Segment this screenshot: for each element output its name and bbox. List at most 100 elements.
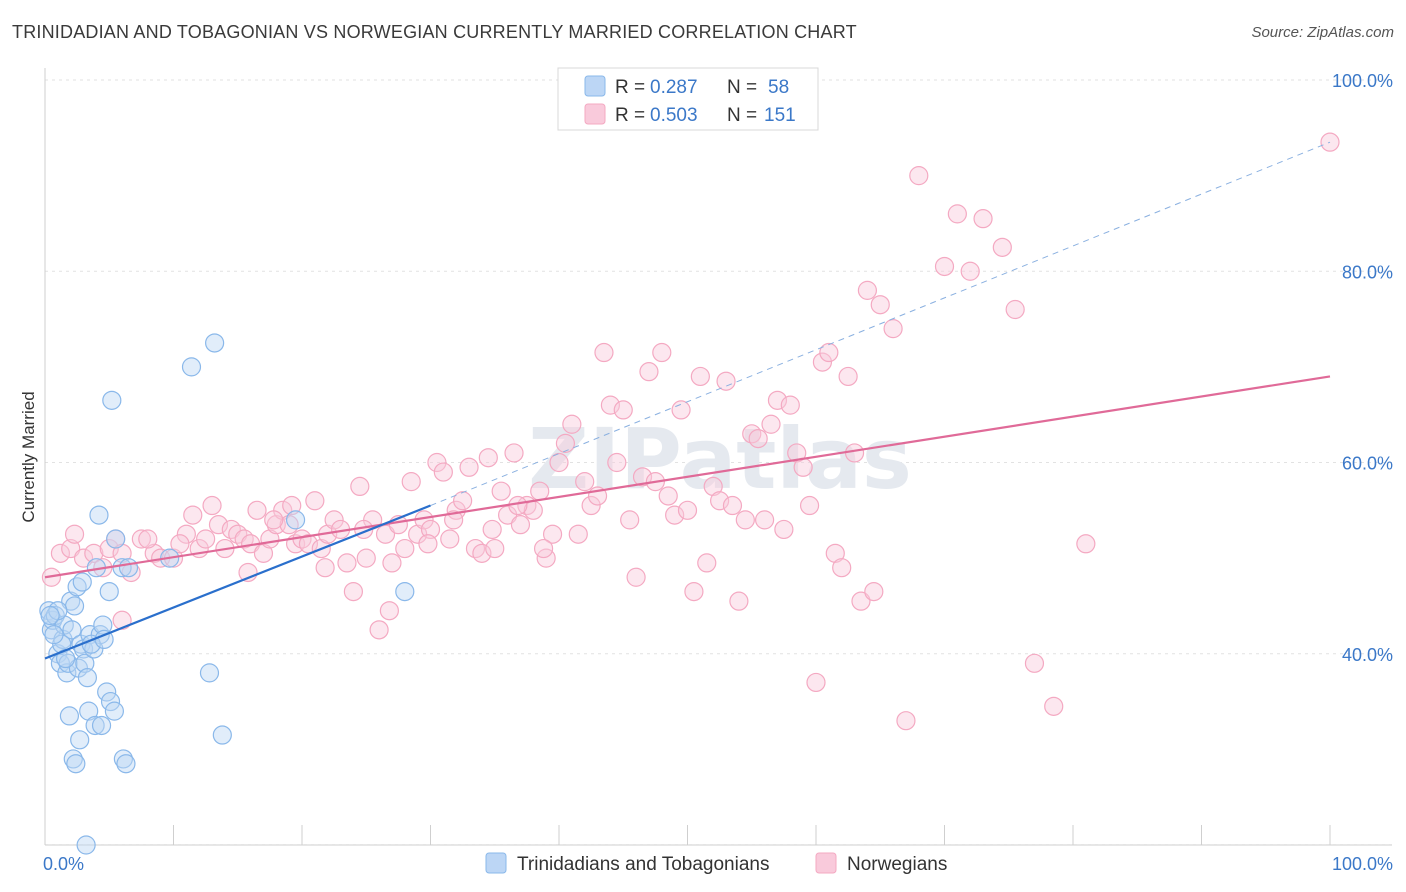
- norwegian-point-90: [658, 486, 678, 506]
- norwegian-point-72: [542, 524, 563, 544]
- norwegian-point-91: [665, 505, 685, 525]
- norwegian-point-118: [838, 366, 858, 387]
- norwegian-point-122: [864, 581, 884, 602]
- y-tick-label-3: 100.0%: [1332, 71, 1393, 91]
- norwegian-point-38: [324, 510, 344, 530]
- norwegian-point-50: [401, 472, 421, 492]
- trinidadian-point-26: [102, 390, 122, 410]
- norwegian-point-92: [671, 400, 691, 420]
- norwegian-point-86: [632, 467, 653, 487]
- trinidadian-point-11: [62, 620, 82, 640]
- norwegian-point-58: [453, 491, 473, 511]
- trinidadians-points: [39, 333, 415, 855]
- norwegian-point-73: [549, 452, 569, 473]
- norwegian-point-95: [690, 366, 710, 387]
- blue-trend-line: [44, 504, 431, 660]
- trinidadian-point-51: [76, 835, 96, 855]
- norwegian-point-42: [350, 476, 370, 497]
- norwegian-point-77: [575, 472, 595, 492]
- norwegian-point-105: [754, 510, 775, 530]
- trinidadian-point-52: [44, 625, 64, 645]
- norwegian-point-47: [382, 553, 402, 573]
- norwegian-point-111: [793, 457, 813, 477]
- legend-r-label-1: R =: [615, 77, 645, 98]
- y-tick-label-1: 60.0%: [1342, 454, 1393, 474]
- trinidadian-point-43: [116, 754, 136, 774]
- norwegian-point-53: [420, 519, 441, 540]
- trinidadian-point-22: [89, 505, 109, 525]
- norwegian-point-82: [607, 452, 627, 473]
- norwegian-point-109: [780, 395, 800, 415]
- norwegian-point-104: [748, 428, 768, 449]
- norwegian-point-11: [131, 529, 151, 549]
- norwegian-point-65: [498, 505, 518, 525]
- norwegian-point-137: [112, 610, 132, 630]
- legend-blue-swatch: [584, 75, 606, 97]
- legend-bottom-label-2: Norwegians: [847, 854, 947, 875]
- trinidadian-point-47: [205, 333, 225, 353]
- norwegian-point-130: [973, 209, 993, 229]
- norwegian-point-54: [427, 452, 447, 473]
- norwegian-point-46: [375, 524, 396, 544]
- norwegian-point-83: [613, 400, 633, 420]
- trinidadian-point-17: [75, 653, 95, 673]
- legend-series: Trinidadians and Tobagonians Norwegians: [485, 852, 947, 875]
- legend-bottom-blue-swatch: [485, 852, 507, 874]
- norwegian-point-116: [825, 543, 845, 563]
- norwegian-point-124: [883, 319, 903, 339]
- norwegian-point-56: [440, 529, 460, 549]
- legend-n-value-1: 58: [768, 77, 789, 98]
- norwegians-points: [41, 132, 1340, 731]
- norwegian-point-66: [504, 443, 524, 463]
- trinidadian-point-40: [100, 691, 121, 712]
- norwegian-point-40: [337, 553, 357, 573]
- norwegian-point-34: [298, 534, 319, 554]
- legend-r-label-2: R =: [615, 105, 645, 126]
- norwegian-point-15: [176, 524, 196, 544]
- trinidadian-point-48: [212, 725, 232, 745]
- norwegian-point-100: [722, 495, 743, 516]
- trinidadian-point-32: [59, 706, 80, 726]
- norwegian-point-97: [703, 476, 723, 497]
- legend-n-label-2: N =: [727, 105, 757, 126]
- norwegian-point-135: [1076, 534, 1096, 554]
- norwegian-point-98: [710, 491, 730, 511]
- norwegian-point-146: [418, 534, 438, 554]
- norwegian-point-4: [73, 548, 94, 568]
- norwegian-point-84: [620, 510, 640, 530]
- norwegian-point-117: [832, 558, 852, 578]
- norwegian-point-121: [857, 280, 878, 300]
- norwegian-point-1: [50, 543, 71, 563]
- norwegian-point-149: [508, 495, 528, 516]
- norwegian-point-9: [112, 543, 132, 563]
- trinidadian-point-36: [79, 701, 99, 721]
- norwegian-point-75: [562, 414, 582, 434]
- norwegian-point-89: [652, 342, 672, 363]
- norwegian-point-139: [170, 534, 190, 554]
- norwegian-point-96: [697, 553, 717, 573]
- norwegian-point-138: [138, 529, 158, 549]
- norwegian-point-27: [253, 543, 274, 563]
- blue-trend-extension: [430, 141, 1331, 506]
- trinidadian-point-8: [57, 663, 77, 683]
- y-tick-label-0: 40.0%: [1342, 645, 1393, 665]
- trinidadian-point-29: [118, 558, 139, 578]
- norwegian-point-63: [485, 538, 505, 559]
- norwegian-point-129: [960, 261, 980, 281]
- norwegian-point-120: [851, 591, 871, 611]
- tick-labels: 40.0% 60.0% 80.0% 100.0% 0.0% 100.0%: [43, 71, 1393, 874]
- chart-title: TRINIDADIAN AND TOBAGONIAN VS NORWEGIAN …: [12, 22, 857, 42]
- norwegian-point-113: [806, 672, 826, 693]
- norwegian-point-43: [356, 548, 376, 568]
- trend-lines: [44, 141, 1331, 660]
- norwegian-point-101: [729, 591, 749, 611]
- norwegian-point-106: [761, 414, 781, 434]
- trinidadian-point-35: [70, 730, 90, 750]
- norwegian-point-114: [812, 352, 833, 372]
- norwegian-point-133: [1024, 653, 1045, 673]
- norwegian-point-2: [61, 538, 81, 559]
- norwegian-point-35: [305, 491, 325, 511]
- legend-n-label-1: N =: [727, 77, 757, 98]
- norwegian-point-110: [787, 443, 807, 463]
